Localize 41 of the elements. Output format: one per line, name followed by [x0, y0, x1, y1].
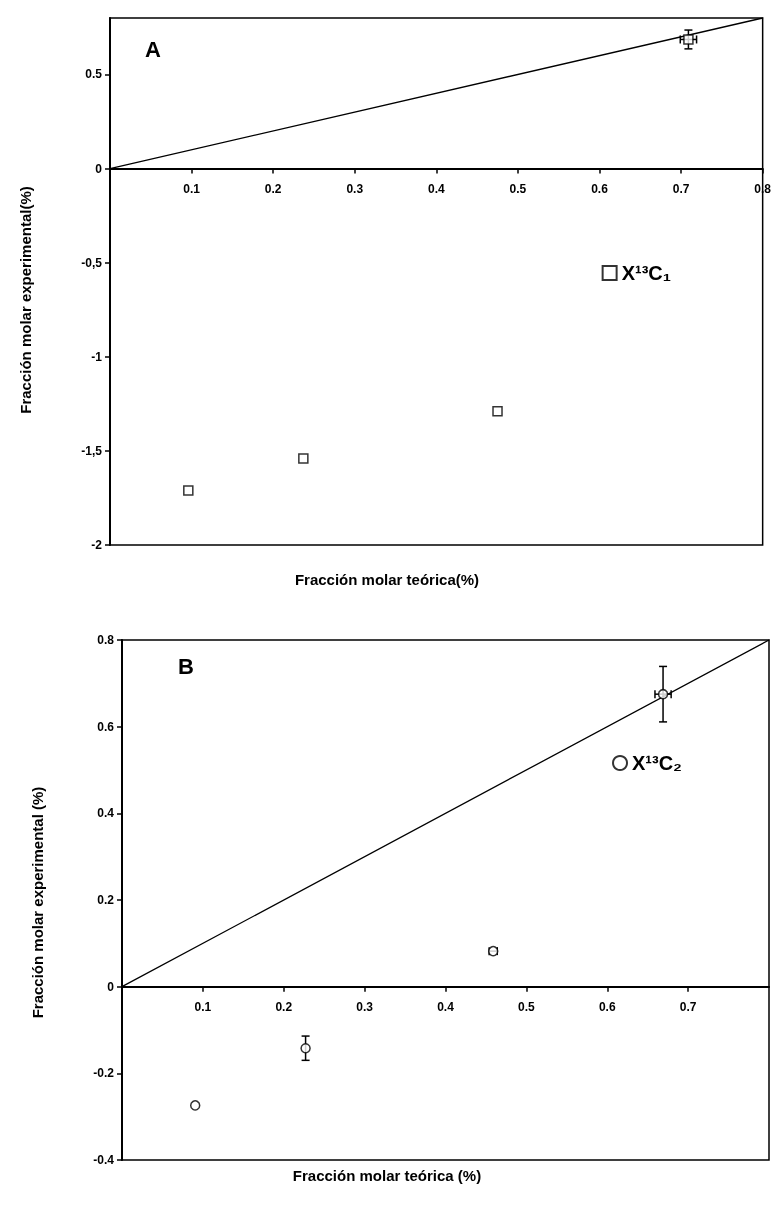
y-axis-title: Fracción molar experimental (%) [29, 786, 46, 1019]
x-tick-label: 0.1 [194, 999, 212, 1014]
x-tick-label: 0.2 [275, 999, 293, 1014]
x-tick-label: 0.3 [346, 181, 364, 196]
y-tick-label: -0.4 [93, 1153, 115, 1167]
y-tick-label: -0.2 [93, 1066, 115, 1081]
x-tick-label: 0.1 [183, 181, 201, 196]
x-tick-label: 0.6 [591, 181, 609, 196]
y-tick-label: -1,5 [81, 443, 103, 458]
point [298, 453, 309, 464]
point [492, 406, 503, 417]
x-tick-label: 0.4 [427, 181, 445, 196]
point [300, 1042, 311, 1054]
x-tick-label: 0.7 [679, 999, 697, 1014]
point [189, 1100, 201, 1111]
x-tick-label: 0.7 [672, 181, 690, 196]
y-tick-label: 0.5 [85, 67, 103, 82]
legend-label: X¹³C₂ [632, 752, 683, 774]
y-tick-label: 0.2 [97, 893, 115, 907]
y-tick-label: -2 [91, 538, 103, 552]
y-tick-label: -0,5 [81, 255, 103, 270]
x-tick-label: 0.4 [437, 999, 455, 1014]
y-tick-label: 0 [95, 161, 103, 176]
y-tick-label: 0.8 [97, 633, 115, 647]
y-tick-label: 0.6 [97, 719, 115, 734]
y-tick-label: -1 [91, 349, 103, 364]
y-tick-label: 0 [107, 979, 115, 994]
y-tick-label: 0.4 [97, 806, 115, 821]
legend-label: X¹³C₁ [621, 262, 671, 284]
annotation: B [178, 653, 194, 679]
x-axis-title: Fracción molar teórica(%) [294, 571, 480, 588]
x-tick-label: 0.2 [264, 181, 282, 196]
x-axis-title: Fracción molar teórica (%) [292, 1167, 482, 1184]
point [683, 34, 694, 45]
x-tick-label: 0.5 [518, 999, 536, 1014]
point [183, 485, 194, 496]
x-tick-label: 0.5 [509, 181, 527, 196]
x-tick-label: 0.6 [598, 999, 616, 1014]
annotation: A [145, 36, 161, 62]
x-tick-label: 0.3 [356, 999, 374, 1014]
y-axis-title: Fracción molar experimental(%) [17, 186, 34, 414]
